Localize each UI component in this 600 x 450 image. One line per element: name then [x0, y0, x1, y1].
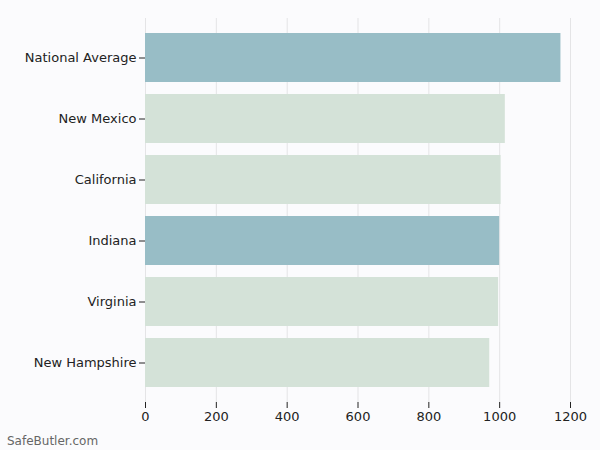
svg-text:800: 800 [416, 409, 441, 424]
svg-text:1200: 1200 [554, 409, 587, 424]
html-text:SafeButler.com: SafeButler.com [7, 434, 99, 448]
svg-text:0: 0 [141, 409, 149, 424]
svg-text:200: 200 [204, 409, 229, 424]
svg-text:California: California [75, 172, 137, 187]
svg-text:400: 400 [275, 409, 300, 424]
svg-text:National Average: National Average [25, 50, 137, 65]
svg-text:New Mexico: New Mexico [59, 111, 137, 126]
svg-text:600: 600 [346, 409, 371, 424]
svg-text:New Hampshire: New Hampshire [34, 355, 137, 370]
svg-text:Indiana: Indiana [88, 233, 136, 248]
svg-text:1000: 1000 [483, 409, 516, 424]
svg-text:Virginia: Virginia [87, 294, 136, 309]
